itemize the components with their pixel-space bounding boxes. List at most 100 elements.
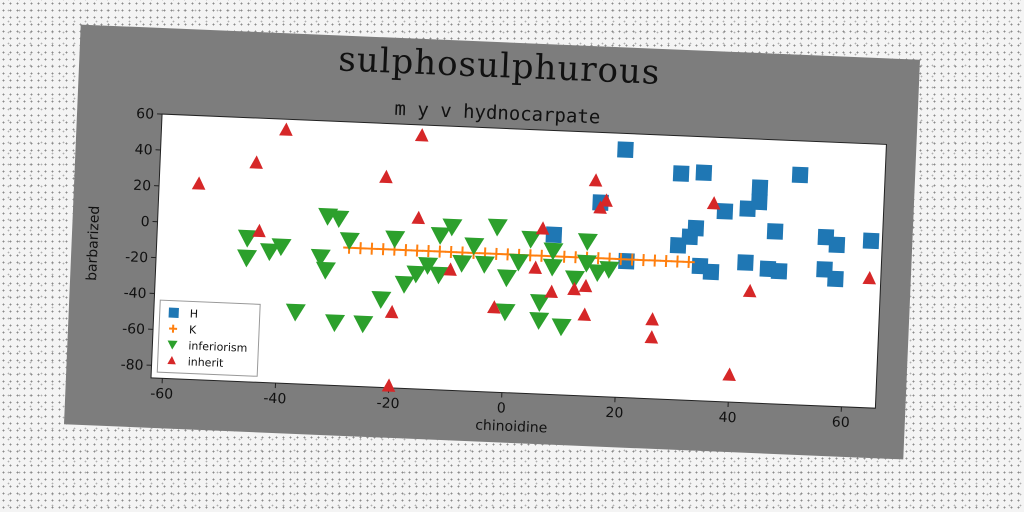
data-point bbox=[702, 263, 720, 281]
data-point bbox=[626, 253, 639, 266]
data-point bbox=[237, 249, 258, 268]
data-point bbox=[669, 237, 687, 254]
data-point bbox=[429, 266, 450, 285]
data-point bbox=[329, 210, 350, 229]
data-point bbox=[379, 169, 393, 184]
data-point bbox=[766, 223, 784, 240]
data-point bbox=[411, 244, 424, 257]
data-point bbox=[648, 254, 661, 267]
x-tick-label: -40 bbox=[263, 391, 287, 408]
data-point bbox=[542, 258, 563, 277]
data-point bbox=[381, 378, 396, 392]
y-tick-label: 40 bbox=[134, 142, 152, 159]
data-point bbox=[521, 230, 542, 249]
y-tick-label: 60 bbox=[136, 106, 154, 123]
data-point bbox=[742, 283, 757, 298]
data-point bbox=[414, 128, 429, 142]
data-point bbox=[365, 242, 378, 255]
data-point bbox=[593, 200, 607, 214]
legend-marker bbox=[167, 340, 178, 350]
data-point bbox=[445, 245, 458, 259]
data-point bbox=[430, 226, 451, 245]
series-h bbox=[545, 141, 880, 288]
data-point bbox=[271, 238, 292, 257]
data-point bbox=[565, 270, 586, 289]
series-inherit bbox=[191, 122, 877, 392]
data-point bbox=[599, 193, 613, 207]
data-point bbox=[599, 261, 620, 279]
y-tick-label: -80 bbox=[120, 357, 144, 374]
data-point bbox=[443, 262, 457, 276]
y-tick-label: -40 bbox=[123, 285, 147, 302]
data-point bbox=[558, 250, 571, 263]
data-point bbox=[578, 278, 593, 293]
data-point bbox=[637, 254, 650, 267]
data-point bbox=[354, 242, 367, 255]
data-point bbox=[660, 254, 673, 268]
data-point bbox=[543, 242, 564, 261]
chart-card: sulphosulphurous m y v hydnocarpate 60 40… bbox=[63, 24, 921, 460]
data-point bbox=[535, 221, 550, 235]
data-point bbox=[544, 284, 558, 299]
y-axis: 60 40 20 0 -20 -40 -60 -80 bbox=[120, 106, 163, 374]
data-point bbox=[260, 243, 281, 262]
data-point bbox=[339, 232, 360, 251]
legend-label: inherit bbox=[187, 355, 224, 370]
data-point bbox=[371, 290, 392, 309]
data-point bbox=[545, 226, 563, 244]
data-point bbox=[618, 252, 635, 270]
data-point bbox=[385, 230, 406, 249]
x-tick-label: -60 bbox=[150, 386, 174, 403]
data-point bbox=[617, 141, 634, 158]
data-point bbox=[399, 244, 412, 257]
data-point bbox=[750, 193, 768, 211]
x-tick-label: 40 bbox=[718, 410, 736, 427]
data-point bbox=[862, 270, 877, 285]
legend-marker bbox=[167, 355, 176, 365]
legend-marker bbox=[168, 307, 179, 318]
data-point bbox=[577, 307, 592, 322]
data-point bbox=[567, 281, 581, 296]
x-tick-label: -20 bbox=[376, 395, 400, 412]
series-inferiorism bbox=[237, 207, 620, 337]
data-point bbox=[487, 218, 508, 237]
data-point bbox=[614, 253, 627, 266]
data-point bbox=[528, 260, 542, 275]
data-point bbox=[191, 176, 206, 190]
x-axis: -60 -40 -20 0 20 40 60 bbox=[150, 378, 850, 431]
data-point bbox=[737, 254, 754, 271]
data-point bbox=[828, 236, 846, 254]
data-point bbox=[587, 264, 608, 283]
data-point bbox=[353, 315, 374, 334]
data-point bbox=[682, 255, 695, 269]
data-point bbox=[252, 223, 266, 238]
data-point bbox=[551, 318, 572, 337]
data-point bbox=[285, 303, 306, 322]
data-point bbox=[377, 243, 390, 256]
data-point bbox=[671, 255, 684, 268]
y-axis-label: barbarized bbox=[84, 205, 103, 281]
data-point bbox=[487, 300, 501, 314]
data-point bbox=[672, 165, 690, 182]
legend-marker bbox=[169, 324, 178, 333]
data-point bbox=[751, 179, 769, 196]
data-point bbox=[577, 254, 597, 273]
data-point bbox=[509, 253, 530, 272]
data-point bbox=[384, 304, 399, 319]
data-point bbox=[490, 247, 503, 260]
data-point bbox=[644, 330, 659, 344]
data-point bbox=[791, 166, 809, 184]
data-point bbox=[433, 245, 446, 258]
data-point bbox=[495, 303, 516, 322]
data-point bbox=[474, 255, 495, 274]
data-point bbox=[645, 312, 659, 326]
data-point bbox=[394, 275, 415, 294]
y-tick-label: 0 bbox=[140, 214, 150, 230]
data-point bbox=[422, 245, 435, 258]
legend-label: H bbox=[189, 307, 198, 320]
data-point bbox=[827, 270, 844, 288]
data-point bbox=[442, 218, 463, 237]
y-tick-label: -60 bbox=[122, 321, 146, 338]
data-point bbox=[716, 203, 734, 220]
